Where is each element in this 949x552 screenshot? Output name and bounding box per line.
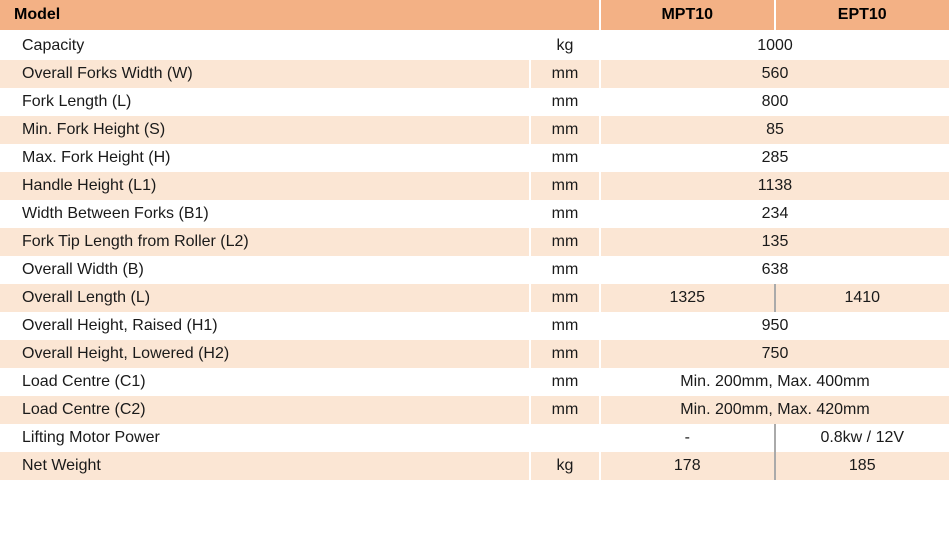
row-unit: mm [530, 256, 600, 284]
header-model-1: EPT10 [775, 0, 949, 31]
row-label: Capacity [0, 31, 530, 60]
table-row: Fork Tip Length from Roller (L2)mm135 [0, 228, 949, 256]
table-row: Fork Length (L)mm800 [0, 88, 949, 116]
row-value: 135 [600, 228, 949, 256]
row-label: Load Centre (C2) [0, 396, 530, 424]
row-label: Lifting Motor Power [0, 424, 530, 452]
table-row: Overall Width (B)mm638 [0, 256, 949, 284]
table-row: Capacitykg1000 [0, 31, 949, 60]
row-value: 85 [600, 116, 949, 144]
table-row: Width Between Forks (B1)mm234 [0, 200, 949, 228]
row-value: 234 [600, 200, 949, 228]
table-row: Lifting Motor Power -0.8kw / 12V [0, 424, 949, 452]
row-value: 1138 [600, 172, 949, 200]
row-value-0: 178 [600, 452, 775, 480]
row-value-1: 185 [775, 452, 949, 480]
row-label: Max. Fork Height (H) [0, 144, 530, 172]
row-unit: mm [530, 88, 600, 116]
row-unit: kg [530, 452, 600, 480]
table-row: Min. Fork Height (S)mm85 [0, 116, 949, 144]
row-unit: mm [530, 200, 600, 228]
table-row: Max. Fork Height (H)mm285 [0, 144, 949, 172]
row-value: 800 [600, 88, 949, 116]
row-label: Min. Fork Height (S) [0, 116, 530, 144]
row-label: Width Between Forks (B1) [0, 200, 530, 228]
row-label: Fork Length (L) [0, 88, 530, 116]
row-unit: mm [530, 284, 600, 312]
row-label: Overall Height, Raised (H1) [0, 312, 530, 340]
row-unit: mm [530, 312, 600, 340]
row-value-1: 1410 [775, 284, 949, 312]
table-row: Overall Forks Width (W)mm560 [0, 60, 949, 88]
row-unit: mm [530, 172, 600, 200]
row-label: Handle Height (L1) [0, 172, 530, 200]
header-model-0: MPT10 [600, 0, 775, 31]
row-value-0: - [600, 424, 775, 452]
table-row: Overall Length (L)mm13251410 [0, 284, 949, 312]
row-value: 560 [600, 60, 949, 88]
table-row: Handle Height (L1)mm1138 [0, 172, 949, 200]
row-value-0: 1325 [600, 284, 775, 312]
header-unit [530, 0, 600, 31]
row-value: 950 [600, 312, 949, 340]
row-value: 285 [600, 144, 949, 172]
row-unit: kg [530, 31, 600, 60]
table-header-row: Model MPT10 EPT10 [0, 0, 949, 31]
row-label: Overall Length (L) [0, 284, 530, 312]
row-label: Load Centre (C1) [0, 368, 530, 396]
row-value: 1000 [600, 31, 949, 60]
row-value: Min. 200mm, Max. 400mm [600, 368, 949, 396]
row-unit: mm [530, 60, 600, 88]
row-unit: mm [530, 368, 600, 396]
row-value: 750 [600, 340, 949, 368]
header-model-label: Model [0, 0, 530, 31]
table-row: Overall Height, Raised (H1)mm950 [0, 312, 949, 340]
row-value: 638 [600, 256, 949, 284]
row-label: Overall Width (B) [0, 256, 530, 284]
table-row: Net Weightkg178185 [0, 452, 949, 480]
row-value: Min. 200mm, Max. 420mm [600, 396, 949, 424]
table-row: Load Centre (C1)mmMin. 200mm, Max. 400mm [0, 368, 949, 396]
row-unit [530, 424, 600, 452]
row-unit: mm [530, 340, 600, 368]
row-unit: mm [530, 144, 600, 172]
row-label: Overall Height, Lowered (H2) [0, 340, 530, 368]
row-label: Net Weight [0, 452, 530, 480]
row-unit: mm [530, 116, 600, 144]
row-value-1: 0.8kw / 12V [775, 424, 949, 452]
table-body: Capacitykg1000Overall Forks Width (W)mm5… [0, 31, 949, 480]
table-row: Load Centre (C2)mmMin. 200mm, Max. 420mm [0, 396, 949, 424]
row-label: Fork Tip Length from Roller (L2) [0, 228, 530, 256]
row-unit: mm [530, 396, 600, 424]
row-label: Overall Forks Width (W) [0, 60, 530, 88]
spec-table: Model MPT10 EPT10 Capacitykg1000Overall … [0, 0, 949, 480]
row-unit: mm [530, 228, 600, 256]
table-row: Overall Height, Lowered (H2)mm750 [0, 340, 949, 368]
